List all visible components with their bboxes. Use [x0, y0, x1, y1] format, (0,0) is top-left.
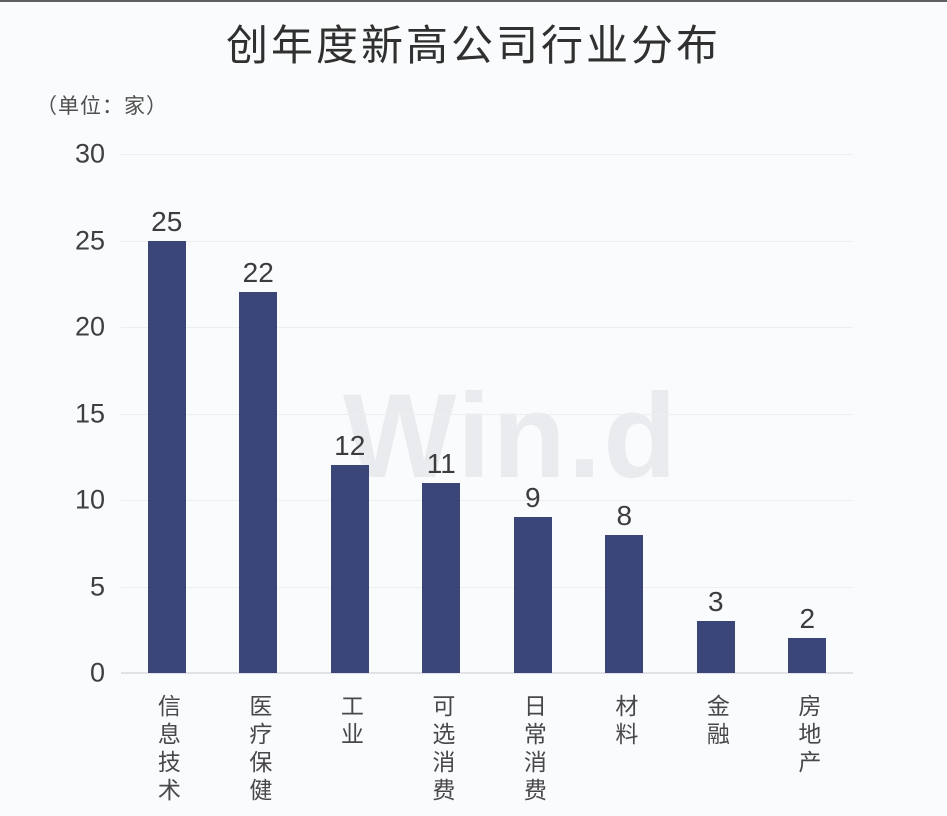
bar-group: 3	[670, 154, 762, 673]
bar	[147, 240, 186, 673]
y-tick-label: 30	[74, 138, 105, 169]
bar-value-label: 2	[799, 603, 816, 635]
y-tick-label: 5	[89, 571, 105, 601]
bar-group: 11	[396, 154, 488, 673]
axis-baseline	[121, 672, 853, 674]
bar-value-label: 25	[151, 205, 183, 237]
x-label-cell: 可选消费	[396, 694, 488, 806]
bar	[788, 638, 827, 673]
x-label-cell: 房地产	[762, 694, 854, 778]
x-category-label: 房地产	[794, 694, 821, 778]
x-label-cell: 日常消费	[487, 694, 579, 806]
x-label-cell: 金融	[670, 694, 762, 750]
x-label-cell: 医疗保健	[213, 694, 305, 806]
x-label-cell: 工业	[304, 694, 396, 750]
bar	[330, 465, 369, 673]
bar	[696, 621, 735, 673]
bar-group: 12	[304, 154, 396, 673]
gridline	[121, 413, 853, 415]
gridline	[121, 240, 853, 242]
y-tick-label: 15	[74, 398, 105, 428]
bar	[422, 482, 461, 673]
bar-value-label: 12	[334, 430, 366, 462]
y-tick-label: 20	[74, 311, 105, 342]
bar-group: 8	[579, 154, 671, 673]
gridline	[121, 154, 853, 155]
x-category-label: 材料	[611, 694, 638, 750]
x-category-label: 医疗保健	[245, 694, 272, 806]
bar-group: 22	[213, 154, 305, 673]
y-tick-label: 10	[74, 484, 105, 515]
x-category-label: 信息技术	[154, 694, 181, 806]
x-labels-row: 信息技术 医疗保健 工业 可选消费 日常消费 材料 金融 房地产	[121, 694, 853, 806]
bar-group: 2	[762, 154, 854, 673]
bar-group: 25	[121, 154, 213, 673]
unit-label: （单位：家）	[36, 95, 168, 118]
gridline	[121, 586, 853, 588]
y-tick-label: 0	[89, 657, 105, 688]
bar-value-label: 9	[524, 482, 541, 514]
bar-value-label: 8	[616, 499, 633, 531]
bar-group: 9	[487, 154, 579, 673]
bar	[605, 534, 644, 673]
bar	[239, 292, 278, 673]
y-axis: 30 25 20 15 10 5 0	[0, 139, 105, 688]
x-category-label: 工业	[337, 694, 364, 750]
bar-value-label: 3	[707, 586, 724, 618]
chart-title: 创年度新高公司行业分布	[225, 22, 721, 69]
gridline	[121, 327, 853, 328]
gridline	[121, 500, 853, 501]
x-label-cell: 材料	[579, 694, 671, 750]
watermark-wind-logo: Win.d	[343, 369, 679, 503]
x-category-label: 可选消费	[428, 694, 455, 806]
y-tick-label: 25	[74, 225, 105, 255]
bar	[513, 517, 552, 673]
x-label-cell: 信息技术	[121, 694, 213, 806]
bar-value-label: 11	[426, 447, 456, 479]
x-category-label: 日常消费	[520, 694, 547, 806]
bars-row: 25 22 12 11 9 8 3 2	[121, 154, 853, 673]
x-category-label: 金融	[703, 694, 730, 750]
plot-area: Win.d 25 22 12 11 9 8 3 2	[121, 154, 853, 674]
bar-value-label: 22	[242, 257, 274, 289]
